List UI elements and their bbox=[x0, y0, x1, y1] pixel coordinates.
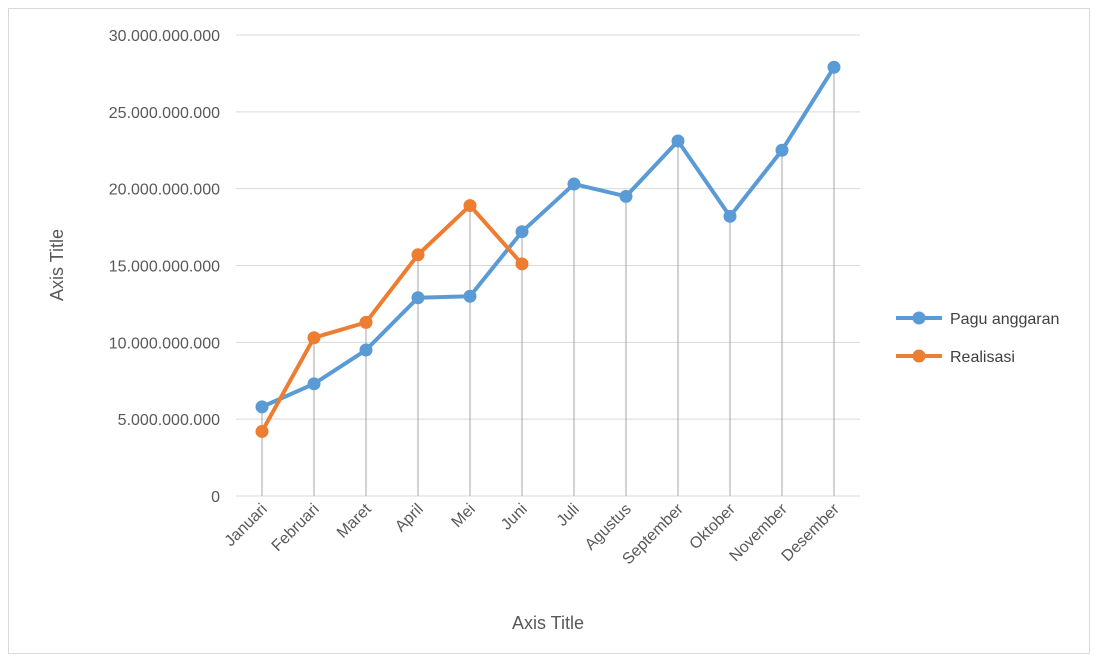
data-point bbox=[308, 377, 321, 390]
data-point bbox=[360, 316, 373, 329]
series-line bbox=[262, 67, 834, 407]
y-tick-label: 5.000.000.000 bbox=[118, 412, 220, 429]
data-point bbox=[724, 210, 737, 223]
series-group bbox=[256, 61, 841, 438]
x-axis-title: Axis Title bbox=[512, 613, 584, 633]
y-tick-label: 30.000.000.000 bbox=[109, 28, 220, 45]
data-point bbox=[568, 178, 581, 191]
data-point bbox=[516, 225, 529, 238]
x-tick-label: Juli bbox=[554, 501, 583, 530]
y-tick-label: 0 bbox=[211, 489, 220, 506]
gridlines bbox=[236, 35, 860, 496]
y-axis-tick-labels: 0 5.000.000.000 10.000.000.000 15.000.000.0… bbox=[109, 28, 220, 506]
y-tick-label: 10.000.000.000 bbox=[109, 335, 220, 352]
data-point bbox=[620, 190, 633, 203]
data-point bbox=[412, 291, 425, 304]
x-tick-label: Februari bbox=[269, 501, 323, 555]
x-tick-label: Juni bbox=[498, 501, 531, 534]
x-tick-label: Agustus bbox=[582, 501, 635, 554]
legend: Pagu anggaran Realisasi bbox=[896, 311, 1059, 366]
series-1 bbox=[256, 199, 529, 438]
data-point bbox=[360, 344, 373, 357]
x-tick-label: Januari bbox=[222, 501, 271, 550]
data-point bbox=[776, 144, 789, 157]
data-point bbox=[672, 135, 685, 148]
x-tick-label: Desember bbox=[779, 500, 844, 565]
x-tick-label: Mei bbox=[449, 501, 479, 531]
series-0 bbox=[256, 61, 841, 414]
legend-item: Pagu anggaran bbox=[896, 311, 1059, 328]
data-point bbox=[412, 248, 425, 261]
drop-lines bbox=[262, 67, 834, 496]
data-point bbox=[256, 425, 269, 438]
series-line bbox=[262, 206, 522, 432]
data-point bbox=[516, 257, 529, 270]
x-tick-label: April bbox=[392, 501, 427, 536]
legend-label: Realisasi bbox=[950, 349, 1015, 366]
data-point bbox=[256, 400, 269, 413]
y-axis-title: Axis Title bbox=[47, 229, 67, 301]
data-point bbox=[464, 290, 477, 303]
x-tick-label: Maret bbox=[334, 500, 375, 541]
y-tick-label: 25.000.000.000 bbox=[109, 105, 220, 122]
y-tick-label: 15.000.000.000 bbox=[109, 259, 220, 276]
legend-item: Realisasi bbox=[896, 349, 1015, 366]
data-point bbox=[464, 199, 477, 212]
data-point bbox=[308, 331, 321, 344]
data-point bbox=[828, 61, 841, 74]
x-tick-label: Oktober bbox=[687, 500, 740, 553]
y-tick-label: 20.000.000.000 bbox=[109, 182, 220, 199]
legend-marker bbox=[913, 312, 926, 325]
legend-marker bbox=[913, 350, 926, 363]
legend-label: Pagu anggaran bbox=[950, 311, 1059, 328]
